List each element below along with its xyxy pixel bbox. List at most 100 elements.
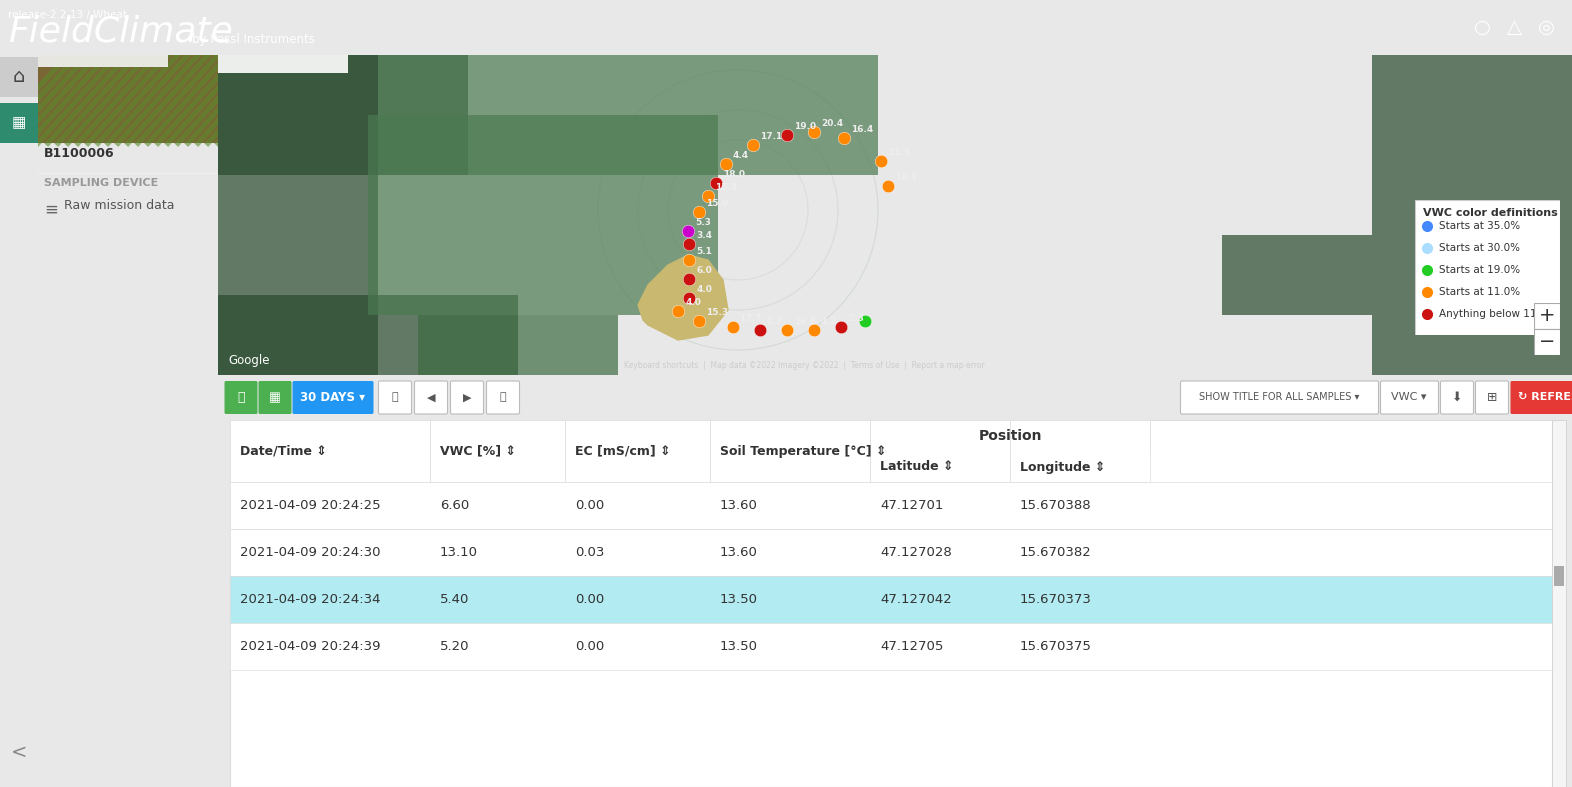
Bar	[1555, 566, 1564, 586]
Text: 17.7: 17.7	[739, 314, 762, 323]
Bar	[219, 295, 519, 375]
Text: 0.00: 0.00	[575, 499, 604, 512]
Text: 15.3: 15.3	[706, 308, 728, 316]
Bar	[431, 420, 564, 482]
Bar	[711, 420, 869, 482]
Text: 15.4: 15.4	[715, 183, 737, 192]
Text: 2021-04-09 20:24:25: 2021-04-09 20:24:25	[241, 499, 380, 512]
Text: 16.4: 16.4	[850, 125, 872, 135]
FancyBboxPatch shape	[415, 381, 448, 414]
Text: 47.12705: 47.12705	[880, 640, 943, 653]
Bar	[1552, 420, 1566, 787]
Text: 2.3: 2.3	[847, 314, 863, 323]
FancyBboxPatch shape	[258, 381, 291, 414]
Text: VWC ▾: VWC ▾	[1391, 393, 1427, 402]
Text: −: −	[1539, 332, 1555, 352]
Text: 4.0: 4.0	[685, 298, 701, 307]
Text: 47.127028: 47.127028	[880, 546, 951, 559]
Bar	[1372, 55, 1572, 375]
Text: 13.50: 13.50	[720, 640, 758, 653]
Text: ⊞: ⊞	[1487, 391, 1497, 404]
Text: 13.10: 13.10	[440, 546, 478, 559]
Text: ○: ○	[1473, 18, 1490, 37]
Text: 17.1: 17.1	[759, 131, 783, 141]
Text: 4.0: 4.0	[696, 285, 712, 294]
FancyBboxPatch shape	[292, 381, 374, 414]
Bar	[219, 55, 468, 175]
Text: Starts at 30.0%: Starts at 30.0%	[1438, 243, 1520, 253]
Text: 11.5: 11.5	[888, 148, 910, 157]
Bar	[1009, 420, 1151, 482]
Text: Longitude ⇕: Longitude ⇕	[1020, 460, 1105, 474]
Text: +: +	[1539, 306, 1555, 326]
Text: 4.4: 4.4	[733, 151, 748, 160]
Text: 15.670375: 15.670375	[1020, 640, 1093, 653]
FancyBboxPatch shape	[451, 381, 484, 414]
Bar	[219, 55, 377, 375]
Bar	[0, 57, 38, 97]
Bar	[230, 576, 1552, 623]
Text: 16.8: 16.8	[794, 317, 816, 326]
Text: Raw mission data: Raw mission data	[64, 199, 174, 212]
Bar	[869, 420, 1151, 452]
Bar	[38, 55, 168, 67]
FancyBboxPatch shape	[1476, 381, 1509, 414]
Bar	[38, 55, 219, 143]
Text: VWC [%] ⇕: VWC [%] ⇕	[440, 445, 516, 457]
Text: 13.50: 13.50	[720, 593, 758, 606]
Text: △: △	[1506, 18, 1522, 37]
Text: 19.0: 19.0	[794, 122, 816, 131]
Text: ⬇: ⬇	[1453, 391, 1462, 404]
Text: Keyboard shortcuts  |  Map data ©2022 Imagery ©2022  |  Terms of Use  |  Report : Keyboard shortcuts | Map data ©2022 Imag…	[624, 361, 986, 370]
Text: 6.60: 6.60	[440, 499, 470, 512]
Text: ◀: ◀	[426, 393, 435, 402]
Text: 13.60: 13.60	[720, 546, 758, 559]
Text: B1100006: B1100006	[44, 147, 115, 160]
FancyBboxPatch shape	[486, 381, 519, 414]
Text: ▶: ▶	[462, 393, 472, 402]
Text: ◎: ◎	[1537, 18, 1555, 37]
FancyBboxPatch shape	[379, 381, 412, 414]
Text: 47.12701: 47.12701	[880, 499, 943, 512]
Text: 5.40: 5.40	[440, 593, 470, 606]
Bar	[219, 55, 347, 73]
Text: 15.670373: 15.670373	[1020, 593, 1093, 606]
Text: SHOW TITLE FOR ALL SAMPLES ▾: SHOW TITLE FOR ALL SAMPLES ▾	[1199, 393, 1360, 402]
Text: 5.1: 5.1	[696, 247, 712, 256]
Text: 18.3: 18.3	[894, 173, 918, 183]
FancyBboxPatch shape	[1440, 381, 1473, 414]
Text: 0.03: 0.03	[575, 546, 604, 559]
Bar	[0, 103, 38, 143]
Text: ≡: ≡	[44, 201, 58, 219]
Bar	[377, 55, 879, 175]
Text: 0.00: 0.00	[575, 593, 604, 606]
Text: 2.2: 2.2	[767, 317, 783, 326]
Text: Starts at 19.0%: Starts at 19.0%	[1438, 265, 1520, 275]
Text: by Pessl Instruments: by Pessl Instruments	[192, 33, 314, 46]
Bar	[564, 420, 711, 482]
Text: ▦: ▦	[269, 391, 281, 404]
Text: 5.20: 5.20	[440, 640, 470, 653]
Bar	[230, 482, 1552, 529]
Text: 0.00: 0.00	[575, 640, 604, 653]
Bar	[1221, 235, 1372, 315]
Bar	[230, 420, 431, 482]
Text: ⏭: ⏭	[500, 393, 506, 402]
Text: Position: Position	[978, 429, 1042, 443]
Text: 13.60: 13.60	[720, 499, 758, 512]
Text: Latitude ⇕: Latitude ⇕	[880, 460, 954, 474]
FancyBboxPatch shape	[1181, 381, 1379, 414]
Text: ⏮: ⏮	[391, 393, 398, 402]
Text: 6.0: 6.0	[696, 266, 712, 275]
Text: Date/Time ⇕: Date/Time ⇕	[241, 445, 327, 457]
Text: 2021-04-09 20:24:30: 2021-04-09 20:24:30	[241, 546, 380, 559]
Text: 15.670388: 15.670388	[1020, 499, 1091, 512]
FancyBboxPatch shape	[1511, 381, 1572, 414]
Bar	[418, 315, 618, 375]
Bar	[230, 529, 1552, 576]
Text: Anything below 11.0%: Anything below 11.0%	[1438, 309, 1556, 319]
Text: ↻ REFRESH: ↻ REFRESH	[1519, 393, 1572, 402]
Text: EC [mS/cm] ⇕: EC [mS/cm] ⇕	[575, 445, 671, 457]
Bar	[869, 420, 1009, 482]
Text: 15.0: 15.0	[706, 199, 728, 208]
